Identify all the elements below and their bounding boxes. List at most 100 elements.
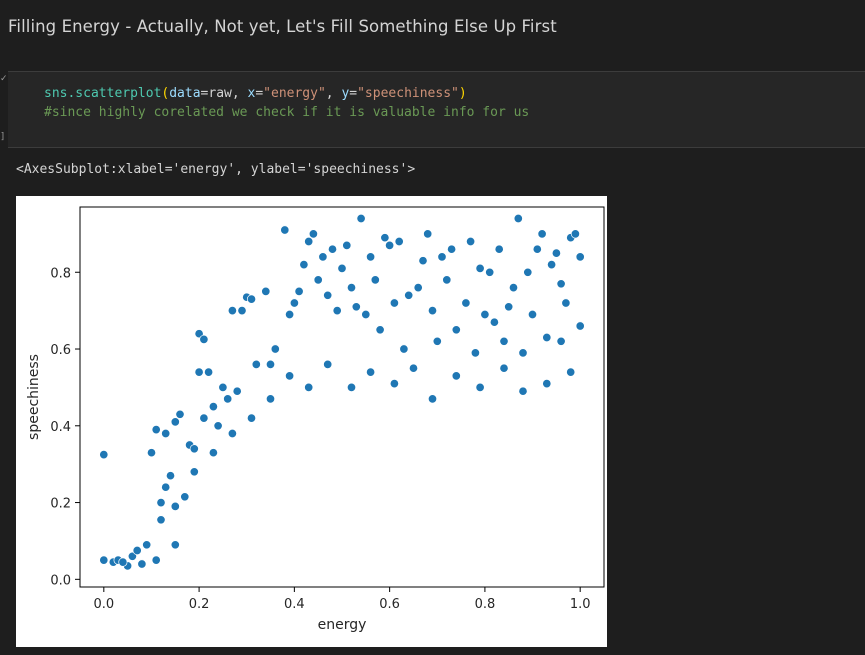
scatter-point-79 <box>485 267 495 277</box>
scatter-plot-output: 0.0 0.2 0.4 0.6 0.8 1.0 0.0 0.2 0.4 0.6 0.8 energy s… <box>16 196 607 647</box>
scatter-point-38 <box>280 225 290 235</box>
scatter-point-110 <box>366 367 376 377</box>
scatter-point-13 <box>165 471 176 481</box>
scatter-point-20 <box>194 367 204 377</box>
cell-status-check-icon: ✓ <box>0 74 8 84</box>
scatter-point-99 <box>575 321 585 331</box>
scatter-point-41 <box>294 286 304 296</box>
scatter-point-119 <box>189 467 199 477</box>
scatter-point-89 <box>532 244 542 254</box>
scatter-point-67 <box>423 229 433 239</box>
scatter-point-30 <box>232 386 242 396</box>
scatter-point-92 <box>547 260 557 270</box>
scatter-point-5 <box>132 545 142 556</box>
code-line-1[interactable]: sns.scatterplot(data=raw, x="energy", y=… <box>44 86 467 101</box>
x-tick-label-5: 1.0 <box>570 597 591 612</box>
scatter-point-16 <box>175 409 185 419</box>
scatter-point-4 <box>127 551 137 561</box>
scatter-point-9 <box>156 498 166 508</box>
scatter-point-86 <box>518 348 528 358</box>
scatter-point-102 <box>542 379 552 389</box>
y-tick-label-4: 0.8 <box>50 266 71 281</box>
scatter-point-117 <box>227 428 237 439</box>
scatter-point-34 <box>251 359 261 369</box>
scatter-point-101 <box>556 336 566 346</box>
code-token-x-equals: = <box>255 86 264 101</box>
code-token-data-key: data <box>169 86 201 101</box>
scatter-point-106 <box>451 371 461 381</box>
scatter-point-55 <box>361 309 371 320</box>
scatter-point-87 <box>523 267 533 277</box>
code-token-x-key: x <box>247 86 256 101</box>
scatter-point-29 <box>227 306 237 316</box>
scatter-point-100 <box>566 367 576 377</box>
scatter-point-14 <box>170 417 180 427</box>
scatter-point-70 <box>437 252 447 262</box>
y-tick-label-3: 0.6 <box>50 343 71 358</box>
scatter-point-54 <box>356 213 366 224</box>
scatter-point-124 <box>118 557 128 567</box>
scatter-point-26 <box>213 421 223 431</box>
scatter-point-90 <box>537 229 547 239</box>
scatter-point-49 <box>332 306 342 316</box>
scatter-point-65 <box>413 283 423 293</box>
cell-output-text: <AxesSubplot:xlabel='energy', ylabel='sp… <box>16 162 416 177</box>
scatter-point-19 <box>189 444 199 454</box>
scatter-point-120 <box>170 540 180 550</box>
y-axis-label: speechiness <box>26 354 42 440</box>
code-cell[interactable]: sns.scatterplot(data=raw, x="energy", y=… <box>8 71 865 148</box>
y-tick-label-1: 0.2 <box>50 497 71 512</box>
scatter-point-53 <box>351 302 361 312</box>
scatter-point-28 <box>223 394 233 404</box>
scatter-point-7 <box>146 448 157 458</box>
code-token-y-key: y <box>341 86 350 101</box>
scatter-point-35 <box>261 286 271 296</box>
scatter-point-112 <box>323 359 333 369</box>
code-token-y-equals: = <box>349 86 358 101</box>
code-token-data-value: =raw, <box>200 86 248 101</box>
plot-frame <box>79 206 605 588</box>
scatter-point-36 <box>265 359 276 369</box>
scatter-point-69 <box>432 336 442 346</box>
scatter-point-63 <box>399 344 409 354</box>
scatter-point-85 <box>513 213 523 224</box>
scatter-point-58 <box>375 325 385 335</box>
scatter-point-76 <box>470 348 480 358</box>
scatter-point-80 <box>489 317 499 327</box>
x-tick-label-2: 0.4 <box>284 597 305 612</box>
scatter-point-77 <box>475 263 485 273</box>
scatter-point-94 <box>556 279 566 289</box>
scatter-point-60 <box>385 240 395 250</box>
scatter-point-27 <box>218 382 228 392</box>
y-tick-label-2: 0.4 <box>50 420 71 435</box>
scatter-point-72 <box>447 244 457 254</box>
scatter-point-73 <box>451 325 461 335</box>
code-token-open-paren: ( <box>161 86 170 101</box>
scatter-point-11 <box>161 428 171 439</box>
scatter-point-25 <box>208 402 218 412</box>
scatter-point-40 <box>289 298 299 308</box>
scatter-point-103 <box>518 386 528 396</box>
scatter-point-91 <box>542 332 552 343</box>
markdown-heading: Filling Energy - Actually, Not yet, Let'… <box>8 17 557 36</box>
scatter-point-44 <box>308 229 318 239</box>
scatter-point-1 <box>99 555 109 565</box>
scatter-point-98 <box>575 252 585 262</box>
scatter-point-78 <box>480 309 490 320</box>
scatter-point-10 <box>156 515 166 525</box>
scatter-point-39 <box>285 309 295 320</box>
scatter-point-62 <box>394 236 404 247</box>
scatter-point-109 <box>389 379 399 389</box>
code-line-2-comment[interactable]: #since highly corelated we check if it i… <box>44 105 530 120</box>
scatter-point-93 <box>551 248 561 258</box>
scatter-point-0 <box>99 450 109 460</box>
scatter-point-61 <box>389 298 399 308</box>
scatter-point-46 <box>318 252 328 262</box>
scatter-point-15 <box>170 501 180 511</box>
scatter-point-66 <box>418 256 428 266</box>
scatter-point-17 <box>180 492 190 502</box>
scatter-point-84 <box>508 283 519 293</box>
scatter-point-56 <box>366 252 376 262</box>
scatter-point-105 <box>475 382 485 392</box>
scatter-point-68 <box>427 306 438 316</box>
